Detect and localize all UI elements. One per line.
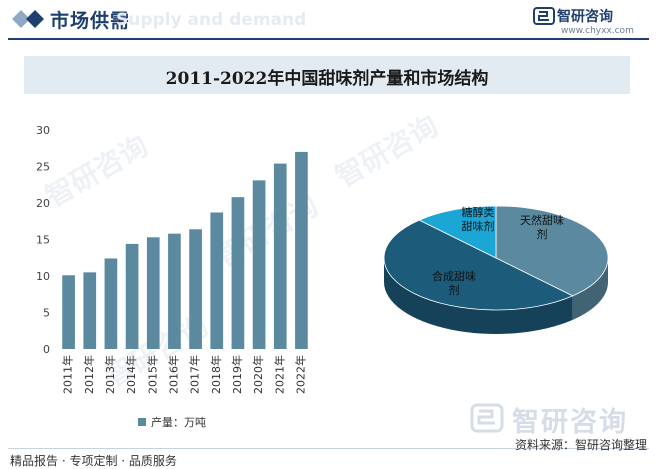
- brand-url: www.chyxx.com: [561, 26, 634, 36]
- pie-slice-label: 天然甜味剂: [520, 213, 564, 241]
- y-tick-label: 0: [43, 343, 50, 356]
- footer-divider: [8, 448, 649, 449]
- watermark-logo-text: 智研咨询: [512, 407, 628, 438]
- page-header: 市场供需 Supply and demand 智研咨询 www.chyxx.co…: [0, 0, 657, 40]
- section-title: 市场供需: [50, 10, 131, 32]
- bar: [252, 180, 266, 349]
- watermark-logo: 智研咨询: [470, 400, 642, 440]
- y-tick-label: 10: [36, 270, 50, 283]
- x-tick-label: 2017年: [188, 355, 202, 394]
- section-subtitle: Supply and demand: [116, 10, 307, 30]
- pie-slice-side: [572, 258, 608, 320]
- bar: [273, 163, 287, 349]
- legend-label: 产量：万吨: [151, 415, 206, 429]
- pie-slice: [495, 205, 609, 297]
- y-tick-label: 5: [43, 307, 50, 320]
- bar: [210, 212, 224, 349]
- data-source: 资料来源：智研咨询整理: [514, 438, 647, 452]
- x-tick-label: 2015年: [145, 355, 159, 394]
- brand: 智研咨询 www.chyxx.com: [533, 5, 643, 36]
- bar: [104, 258, 118, 349]
- x-tick-label: 2019年: [230, 355, 244, 394]
- x-tick-label: 2022年: [293, 355, 307, 394]
- x-tick-label: 2018年: [209, 355, 223, 394]
- bar: [295, 151, 308, 349]
- chart-title: 2011-2022年中国甜味剂产量和市场结构: [165, 69, 489, 89]
- bar-chart: 0 5 10 15 20 25 30 2011年 2012年 2013年 2014年 2015年 201…: [36, 124, 308, 429]
- x-tick-label: 2014年: [124, 355, 138, 394]
- y-tick-label: 15: [36, 234, 50, 247]
- watermark-text: 智研咨询: [330, 109, 444, 194]
- diamond-icon: [12, 10, 44, 28]
- chart-title-band: 2011-2022年中国甜味剂产量和市场结构: [24, 56, 630, 94]
- pie-slice-label: 合成甜味剂: [432, 269, 476, 297]
- x-tick-label: 2012年: [82, 355, 96, 394]
- bar: [168, 233, 181, 349]
- pie-slice-side: [384, 258, 573, 334]
- pie-slice-label: 糖醇类甜味剂: [462, 205, 495, 233]
- brand-logo-icon: [533, 7, 555, 25]
- x-tick-label: 2021年: [272, 355, 286, 394]
- brand-name: 智研咨询: [557, 9, 613, 25]
- bar: [125, 243, 139, 349]
- x-tick-label: 2013年: [103, 355, 117, 394]
- x-tick-label: 2016年: [166, 355, 180, 394]
- bar: [83, 272, 97, 349]
- header-divider: [8, 38, 649, 40]
- bar: [146, 237, 160, 349]
- x-tick-label: 2011年: [61, 355, 75, 394]
- y-tick-label: 30: [36, 124, 50, 137]
- brand-logo-icon: [470, 403, 504, 433]
- y-tick-label: 25: [36, 161, 50, 174]
- footer-slogan: 精品报告 · 专项定制 · 品质服务: [10, 454, 177, 468]
- legend-swatch: [138, 418, 146, 426]
- bar: [62, 275, 75, 349]
- pie-slice: [418, 205, 497, 259]
- pie-slice: [383, 219, 574, 311]
- y-tick-label: 20: [36, 197, 50, 210]
- x-tick-label: 2020年: [251, 355, 265, 394]
- bar: [189, 229, 202, 349]
- bar: [231, 197, 245, 349]
- page-footer: 精品报告 · 专项定制 · 品质服务 资料来源：智研咨询整理: [0, 438, 657, 469]
